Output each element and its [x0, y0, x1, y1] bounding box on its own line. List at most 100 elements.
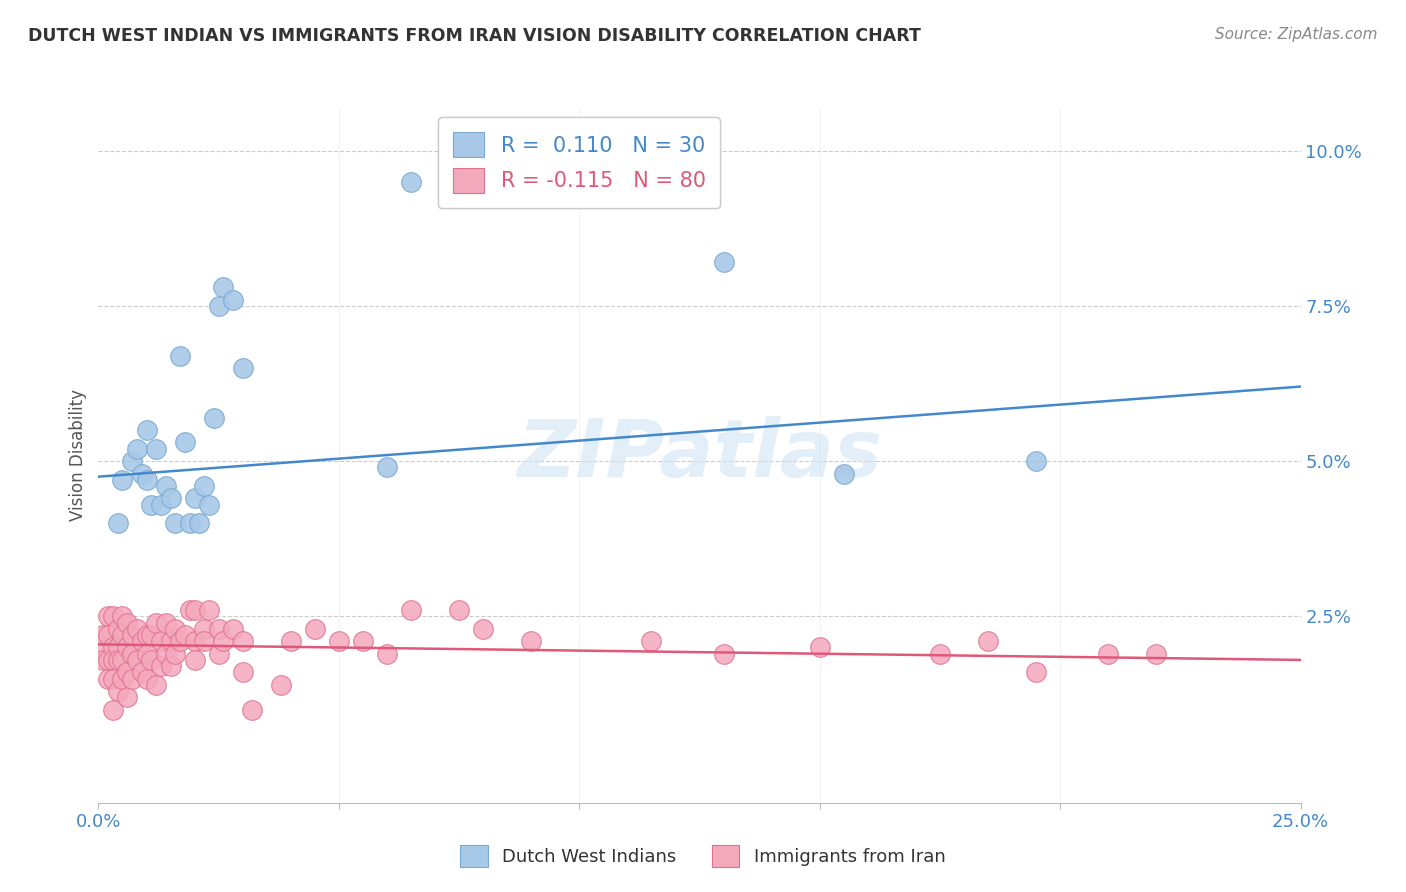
Point — [107, 653, 129, 667]
Point — [212, 280, 235, 294]
Point — [179, 603, 201, 617]
Point — [101, 703, 124, 717]
Point — [101, 609, 124, 624]
Point — [304, 622, 326, 636]
Point — [183, 634, 205, 648]
Text: ZIPatlas: ZIPatlas — [517, 416, 882, 494]
Point — [193, 622, 215, 636]
Point — [145, 615, 167, 630]
Point — [91, 653, 114, 667]
Point — [165, 516, 187, 531]
Point — [977, 634, 1000, 648]
Point — [1025, 454, 1047, 468]
Point — [111, 672, 134, 686]
Text: DUTCH WEST INDIAN VS IMMIGRANTS FROM IRAN VISION DISABILITY CORRELATION CHART: DUTCH WEST INDIAN VS IMMIGRANTS FROM IRA… — [28, 27, 921, 45]
Point — [375, 647, 398, 661]
Point — [141, 628, 163, 642]
Point — [121, 454, 143, 468]
Point — [107, 640, 129, 655]
Point — [1144, 647, 1167, 661]
Point — [208, 647, 231, 661]
Point — [131, 665, 153, 680]
Point — [208, 299, 231, 313]
Point — [713, 255, 735, 269]
Point — [328, 634, 350, 648]
Point — [375, 460, 398, 475]
Point — [1097, 647, 1119, 661]
Point — [117, 665, 139, 680]
Point — [111, 653, 134, 667]
Point — [125, 442, 148, 456]
Point — [208, 622, 231, 636]
Point — [145, 678, 167, 692]
Point — [212, 634, 235, 648]
Point — [159, 491, 181, 506]
Point — [149, 659, 172, 673]
Point — [141, 498, 163, 512]
Legend: R =  0.110   N = 30, R = -0.115   N = 80: R = 0.110 N = 30, R = -0.115 N = 80 — [439, 118, 720, 208]
Point — [101, 653, 124, 667]
Point — [155, 647, 177, 661]
Point — [121, 647, 143, 661]
Point — [165, 622, 187, 636]
Point — [135, 628, 157, 642]
Point — [159, 659, 181, 673]
Point — [640, 634, 662, 648]
Point — [91, 640, 114, 655]
Point — [174, 435, 197, 450]
Point — [121, 628, 143, 642]
Point — [174, 628, 197, 642]
Point — [1025, 665, 1047, 680]
Point — [155, 615, 177, 630]
Point — [183, 603, 205, 617]
Point — [101, 672, 124, 686]
Point — [352, 634, 374, 648]
Point — [270, 678, 292, 692]
Point — [183, 491, 205, 506]
Point — [193, 634, 215, 648]
Point — [101, 640, 124, 655]
Point — [232, 665, 254, 680]
Point — [159, 634, 181, 648]
Y-axis label: Vision Disability: Vision Disability — [69, 389, 87, 521]
Point — [202, 410, 225, 425]
Point — [135, 473, 157, 487]
Point — [520, 634, 543, 648]
Point — [188, 516, 211, 531]
Point — [399, 603, 422, 617]
Text: Source: ZipAtlas.com: Source: ZipAtlas.com — [1215, 27, 1378, 42]
Point — [149, 634, 172, 648]
Point — [472, 622, 495, 636]
Point — [713, 647, 735, 661]
Point — [135, 647, 157, 661]
Point — [97, 672, 120, 686]
Point — [808, 640, 831, 655]
Point — [107, 622, 129, 636]
Point — [97, 609, 120, 624]
Point — [232, 361, 254, 376]
Point — [107, 684, 129, 698]
Point — [125, 622, 148, 636]
Point — [135, 672, 157, 686]
Point — [399, 175, 422, 189]
Point — [117, 690, 139, 705]
Point — [222, 622, 245, 636]
Point — [169, 634, 191, 648]
Point — [91, 628, 114, 642]
Point — [111, 473, 134, 487]
Point — [125, 653, 148, 667]
Point — [135, 423, 157, 437]
Point — [169, 349, 191, 363]
Point — [928, 647, 950, 661]
Point — [232, 634, 254, 648]
Point — [97, 628, 120, 642]
Point — [111, 628, 134, 642]
Point — [155, 479, 177, 493]
Point — [179, 516, 201, 531]
Point — [145, 442, 167, 456]
Point — [117, 615, 139, 630]
Point — [107, 516, 129, 531]
Point — [832, 467, 855, 481]
Point — [121, 672, 143, 686]
Point — [111, 609, 134, 624]
